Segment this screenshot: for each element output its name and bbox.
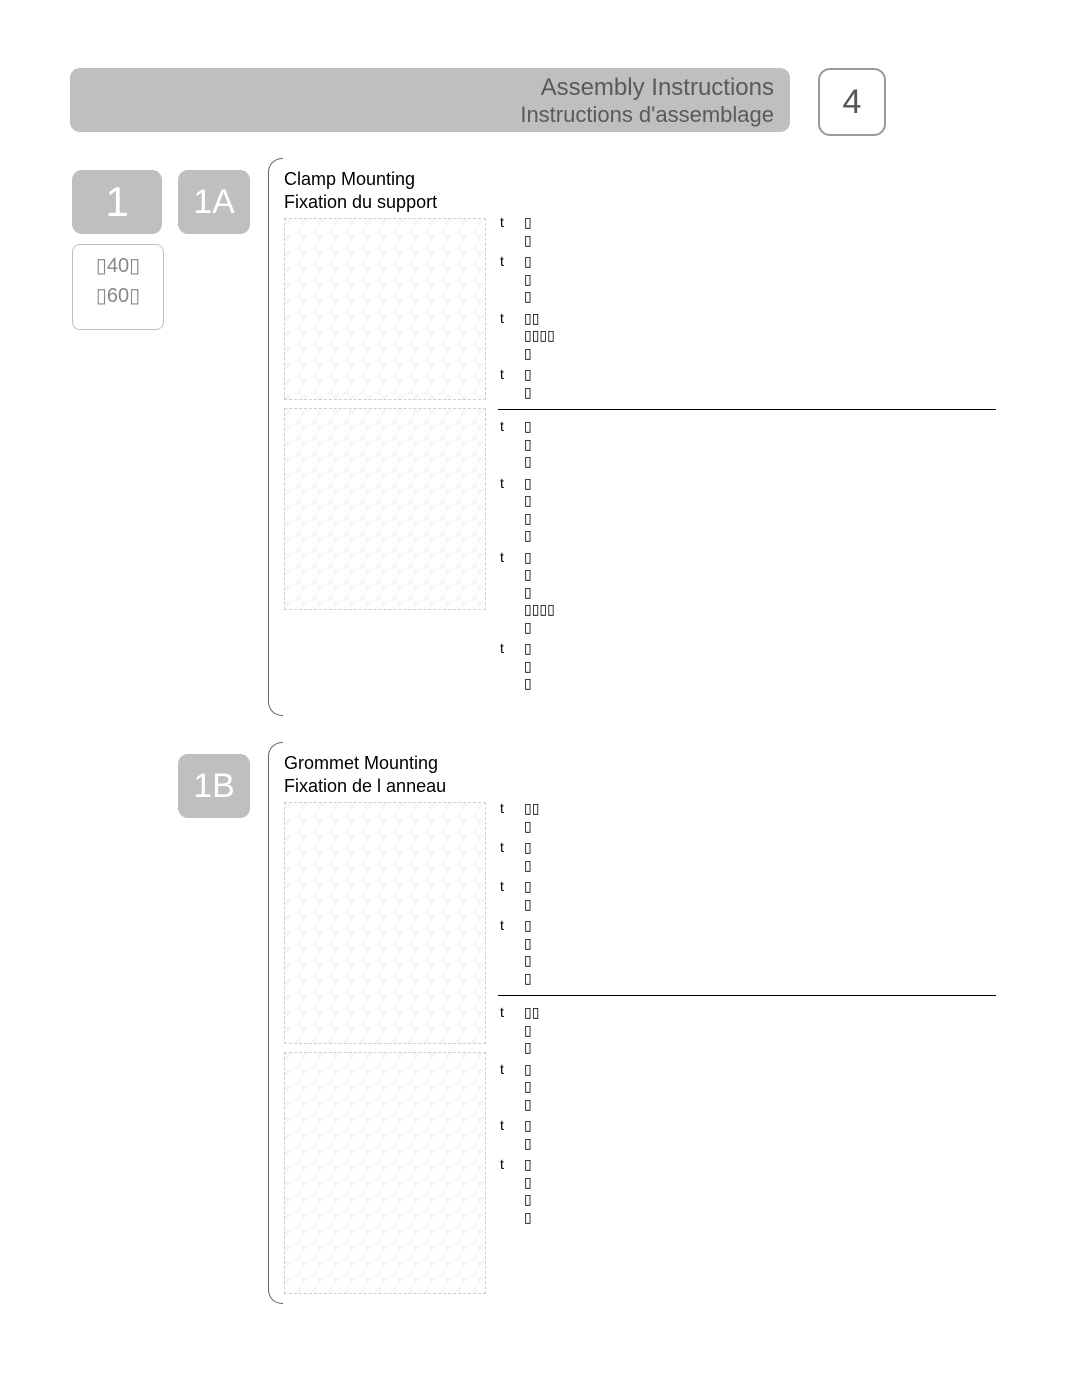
- bullet-marker: t: [500, 1117, 514, 1152]
- header-title-en: Assembly Instructions: [520, 74, 774, 102]
- time-line-1: ▯40▯: [73, 251, 163, 281]
- section-1b-title-fr: Fixation de l anneau: [284, 775, 446, 798]
- list-item: t ▯ ▯: [500, 366, 1000, 401]
- bullet-text: ▯ ▯ ▯: [524, 1061, 1000, 1114]
- bullets-1a: t▯ ▯ t▯ ▯ ▯ t▯▯ ▯▯▯▯ ▯ t▯ ▯ t▯ ▯ ▯ t▯ ▯ …: [500, 210, 1000, 697]
- page-number: 4: [843, 83, 862, 122]
- section-1a-title-en: Clamp Mounting: [284, 168, 437, 191]
- step-badge-1: 1: [72, 170, 162, 234]
- list-item: t ▯ ▯: [500, 839, 1000, 874]
- bullet-marker: t: [500, 839, 514, 874]
- bullet-marker: t: [500, 917, 514, 987]
- bullet-text: ▯ ▯: [524, 1117, 1000, 1152]
- header-title-block: Assembly Instructions Instructions d'ass…: [520, 74, 774, 127]
- bullet-marker: t: [500, 253, 514, 306]
- diagram-1b-assembled: [284, 1052, 486, 1294]
- bullet-marker: t: [500, 214, 514, 249]
- step-badge-1-label: 1: [105, 178, 128, 226]
- bullet-marker: t: [500, 418, 514, 471]
- list-item: t▯ ▯ ▯ ▯: [500, 1156, 1000, 1226]
- bullet-marker: t: [500, 1004, 514, 1057]
- list-item: t ▯ ▯: [500, 878, 1000, 913]
- list-item: t ▯▯ ▯: [500, 800, 1000, 835]
- header-title-fr: Instructions d'assemblage: [520, 102, 774, 127]
- bullet-text: ▯▯ ▯ ▯: [524, 1004, 1000, 1057]
- bullet-marker: t: [500, 878, 514, 913]
- bullet-text: ▯ ▯: [524, 214, 1000, 249]
- bullet-marker: t: [500, 800, 514, 835]
- section-1b-title: Grommet Mounting Fixation de l anneau: [284, 752, 446, 797]
- list-item: t▯▯ ▯▯▯▯ ▯: [500, 310, 1000, 363]
- panel-outline-1a: [268, 158, 283, 716]
- separator: [498, 409, 996, 410]
- list-item: t▯ ▯ ▯ ▯▯▯▯ ▯: [500, 549, 1000, 637]
- bullet-marker: t: [500, 310, 514, 363]
- diagram-1b-exploded: [284, 802, 486, 1044]
- bullet-marker: t: [500, 640, 514, 693]
- bullet-text: ▯ ▯ ▯: [524, 418, 1000, 471]
- page: Assembly Instructions Instructions d'ass…: [0, 0, 1080, 1397]
- diagram-1a-assembled: [284, 408, 486, 610]
- list-item: t▯ ▯ ▯: [500, 253, 1000, 306]
- section-1b-title-en: Grommet Mounting: [284, 752, 446, 775]
- list-item: t▯ ▯ ▯: [500, 418, 1000, 471]
- bullet-text: ▯ ▯: [524, 878, 1000, 913]
- step-badge-1b: 1B: [178, 754, 250, 818]
- time-box: ▯40▯ ▯60▯: [72, 244, 164, 330]
- bullet-marker: t: [500, 475, 514, 545]
- section-1a-title-fr: Fixation du support: [284, 191, 437, 214]
- bullet-marker: t: [500, 549, 514, 637]
- list-item: t ▯ ▯: [500, 214, 1000, 249]
- list-item: t ▯ ▯: [500, 1117, 1000, 1152]
- bullets-1b: t▯▯ ▯ t▯ ▯ t▯ ▯ t▯ ▯ ▯ ▯ t▯▯ ▯ ▯ t▯ ▯ ▯ …: [500, 796, 1000, 1230]
- header-bar: Assembly Instructions Instructions d'ass…: [70, 68, 790, 132]
- time-line-2: ▯60▯: [73, 281, 163, 311]
- bullet-text: ▯ ▯ ▯ ▯: [524, 1156, 1000, 1226]
- list-item: t▯ ▯ ▯: [500, 640, 1000, 693]
- list-item: t▯ ▯ ▯ ▯: [500, 917, 1000, 987]
- step-badge-1b-label: 1B: [193, 767, 235, 806]
- bullet-marker: t: [500, 366, 514, 401]
- page-number-badge: 4: [818, 68, 886, 136]
- list-item: t▯ ▯ ▯: [500, 1061, 1000, 1114]
- bullet-text: ▯ ▯ ▯ ▯▯▯▯ ▯: [524, 549, 1000, 637]
- bullet-text: ▯ ▯: [524, 366, 1000, 401]
- bullet-marker: t: [500, 1061, 514, 1114]
- diagram-1a-exploded: [284, 218, 486, 400]
- bullet-text: ▯▯ ▯▯▯▯ ▯: [524, 310, 1000, 363]
- bullet-text: ▯ ▯ ▯ ▯: [524, 917, 1000, 987]
- bullet-text: ▯▯ ▯: [524, 800, 1000, 835]
- step-badge-1a-label: 1A: [193, 183, 235, 222]
- list-item: t▯▯ ▯ ▯: [500, 1004, 1000, 1057]
- bullet-text: ▯ ▯ ▯ ▯: [524, 475, 1000, 545]
- bullet-text: ▯ ▯: [524, 839, 1000, 874]
- bullet-marker: t: [500, 1156, 514, 1226]
- step-badge-1a: 1A: [178, 170, 250, 234]
- panel-outline-1b: [268, 742, 283, 1304]
- bullet-text: ▯ ▯ ▯: [524, 640, 1000, 693]
- bullet-text: ▯ ▯ ▯: [524, 253, 1000, 306]
- section-1a-title: Clamp Mounting Fixation du support: [284, 168, 437, 213]
- list-item: t▯ ▯ ▯ ▯: [500, 475, 1000, 545]
- separator: [498, 995, 996, 996]
